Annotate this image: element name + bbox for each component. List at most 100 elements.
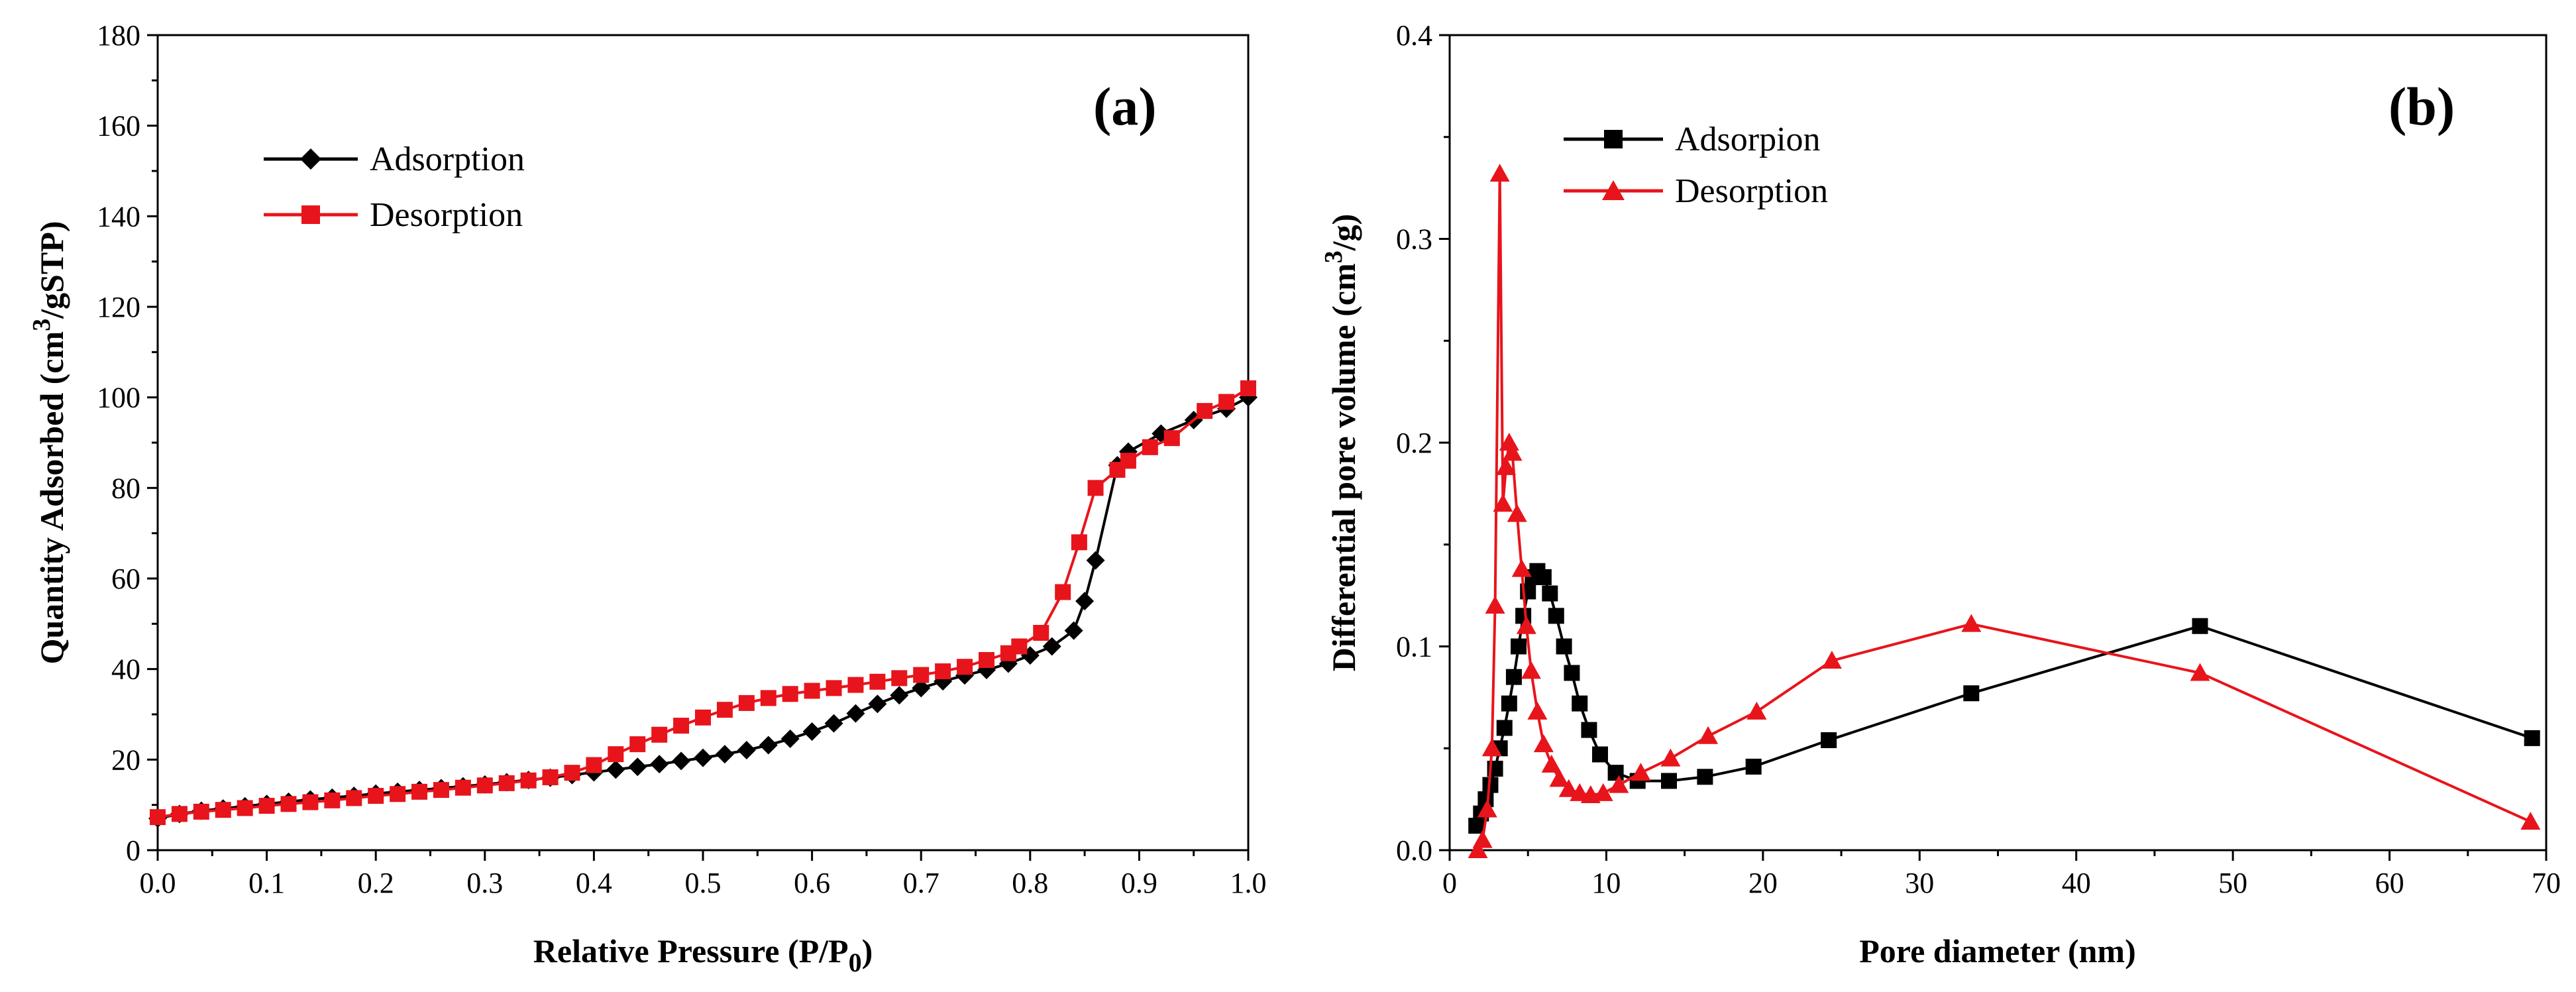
chart-a-desorption-point bbox=[1218, 394, 1235, 410]
chart-a-x-axis-title: Relative Pressure (P/P0) bbox=[533, 932, 873, 977]
chart-a-desorption-point bbox=[804, 683, 820, 699]
chart-a-adsorption-point bbox=[1064, 621, 1083, 640]
chart-b-legend-adsorption-label: Adsorpion bbox=[1675, 121, 1821, 158]
chart-a-y-axis-title-sup: 3 bbox=[28, 319, 56, 331]
chart-b-y-tick-label: 0.3 bbox=[1396, 223, 1432, 256]
chart-a-legend-desorption-label: Desorption bbox=[370, 196, 523, 234]
chart-b-adsorpion-point bbox=[1821, 732, 1837, 748]
chart-b-desorption-point bbox=[1698, 726, 1719, 744]
chart-b-x-tick-label: 20 bbox=[1748, 867, 1778, 899]
chart-b-desorption-point bbox=[1502, 443, 1523, 461]
chart-a-desorption-point bbox=[1240, 380, 1256, 396]
chart-a-desorption-point bbox=[1033, 625, 1049, 641]
chart-b-desorption-point bbox=[1493, 494, 1513, 512]
chart-a-adsorption-point bbox=[650, 755, 669, 774]
chart-a-desorption-point bbox=[629, 736, 646, 753]
chart-b-desorption-point bbox=[1468, 840, 1488, 858]
chart-b-y-tick-label: 0.1 bbox=[1396, 631, 1432, 663]
chart-b-desorption-point bbox=[1660, 748, 1681, 767]
chart-b-adsorpion-point bbox=[1505, 669, 1522, 685]
chart-b-x-axis-title: Pore diameter (nm) bbox=[1859, 932, 2135, 969]
chart-a-desorption-point bbox=[695, 709, 711, 726]
chart-a-desorption-point bbox=[476, 777, 493, 794]
chart-a-x-tick-label: 0.4 bbox=[576, 867, 612, 899]
chart-a-legend-adsorption-label: Adsorption bbox=[370, 140, 525, 178]
chart-a-adsorption-point bbox=[628, 757, 647, 777]
chart-a-y-tick-label: 60 bbox=[111, 563, 140, 595]
chart-a-adsorption-point bbox=[715, 745, 734, 764]
chart-a-adsorption-point bbox=[694, 748, 712, 767]
chart-a-desorption-point bbox=[935, 663, 951, 680]
chart-a-desorption-point bbox=[171, 806, 188, 822]
chart-b-desorption-point bbox=[1499, 433, 1519, 451]
chart-b-x-tick-label: 0 bbox=[1442, 867, 1457, 899]
chart-panel-a: 0.0 0.1 0.2 0.3 0.4 0.5 0.6 0.7 0.8 0.9 1.0 0 20 40 60… bbox=[28, 19, 1267, 977]
chart-a-y-tick-label: 40 bbox=[111, 653, 140, 686]
chart-a-desorption-point bbox=[302, 794, 319, 810]
chart-a-x-tick-label: 1.0 bbox=[1230, 867, 1267, 899]
chart-b-y-tick-label: 0.2 bbox=[1396, 427, 1432, 459]
chart-b-adsorpion-point bbox=[1564, 665, 1580, 681]
chart-b-desorption-point bbox=[1961, 614, 1982, 632]
chart-a-x-tick-label: 0.9 bbox=[1121, 867, 1157, 899]
chart-b-desorption-point bbox=[1485, 596, 1505, 614]
chart-a-desorption-point bbox=[520, 772, 537, 789]
chart-a-y-tick-label: 0 bbox=[126, 834, 140, 867]
chart-b-adsorpion-point bbox=[1581, 722, 1597, 738]
chart-a-desorption-point bbox=[280, 796, 297, 812]
chart-b-legend-desorption-label: Desorption bbox=[1675, 172, 1828, 210]
chart-b-adsorpion-point bbox=[1591, 746, 1608, 763]
chart-a-desorption-point bbox=[913, 667, 930, 683]
chart-b-desorption-point bbox=[1496, 457, 1517, 475]
chart-a-plot-frame bbox=[156, 34, 1250, 852]
chart-a-adsorption-point bbox=[912, 679, 931, 698]
chart-a-desorption-point bbox=[542, 769, 559, 785]
chart-a-y-tick-label: 160 bbox=[97, 110, 140, 142]
chart-a-desorption-point bbox=[847, 677, 864, 693]
chart-b-y-tick-label: 0.4 bbox=[1396, 19, 1432, 52]
chart-a-desorption-point bbox=[891, 670, 908, 687]
chart-b-y-axis-title-sup: 3 bbox=[1320, 250, 1348, 263]
chart-a-desorption-point bbox=[564, 765, 580, 781]
chart-a-desorption-point bbox=[608, 746, 624, 763]
chart-a-x-tick-label: 0.3 bbox=[466, 867, 503, 899]
chart-a-desorption-point bbox=[433, 782, 449, 799]
chart-b-x-tick-label: 70 bbox=[2532, 867, 2561, 899]
chart-b-desorption-point bbox=[1472, 830, 1493, 848]
chart-a-desorption-point bbox=[237, 800, 253, 816]
chart-b-adsorpion-point bbox=[1542, 585, 1558, 602]
chart-b-y-axis-title-end: /g) bbox=[1325, 214, 1362, 252]
chart-b-legend: Adsorpion Desorption bbox=[1564, 121, 1828, 210]
chart-a-adsorption-point bbox=[1075, 592, 1095, 611]
chart-b-adsorpion-point bbox=[2192, 618, 2208, 634]
chart-b-series-layer bbox=[1468, 164, 2541, 858]
chart-a-desorption-point bbox=[258, 798, 275, 814]
chart-a-adsorption-point bbox=[737, 740, 756, 759]
chart-b-desorption-point bbox=[1549, 769, 1570, 787]
chart-a-legend: Adsorption Desorption bbox=[264, 140, 525, 234]
chart-b-x-tick-label: 50 bbox=[2218, 867, 2247, 899]
chart-a-series-desorption-line bbox=[157, 387, 1250, 819]
chart-b-desorption-point bbox=[1533, 734, 1554, 753]
chart-a-y-tick-label: 20 bbox=[111, 744, 140, 776]
chart-a-y-tick-label: 100 bbox=[97, 382, 140, 414]
chart-a-x-tick-label: 0.7 bbox=[903, 867, 939, 899]
chart-a-desorption-point bbox=[1163, 430, 1180, 447]
chart-b-x-tick-label: 30 bbox=[1905, 867, 1934, 899]
chart-b-desorption-point bbox=[1593, 783, 1613, 801]
chart-a-y-tick-label: 120 bbox=[97, 291, 140, 323]
chart-b-legend-adsorption-marker bbox=[1604, 130, 1623, 148]
chart-a-adsorption-point bbox=[1042, 637, 1061, 656]
chart-b-y-tick-label: 0.0 bbox=[1396, 834, 1432, 867]
chart-b-desorption-point bbox=[1489, 164, 1510, 182]
chart-a-x-tick-label: 0.6 bbox=[794, 867, 830, 899]
chart-a-adsorption-point bbox=[1086, 551, 1105, 570]
chart-b-adsorpion-point bbox=[1661, 773, 1677, 789]
chart-a-desorption-point bbox=[215, 802, 231, 818]
chart-a-desorption-point bbox=[455, 779, 471, 796]
chart-b-desorption-point bbox=[1516, 616, 1536, 634]
chart-a-x-axis-title-main: Relative Pressure (P/P bbox=[533, 932, 849, 969]
chart-b-y-axis-title-main: Differential pore volume (cm bbox=[1325, 263, 1362, 671]
